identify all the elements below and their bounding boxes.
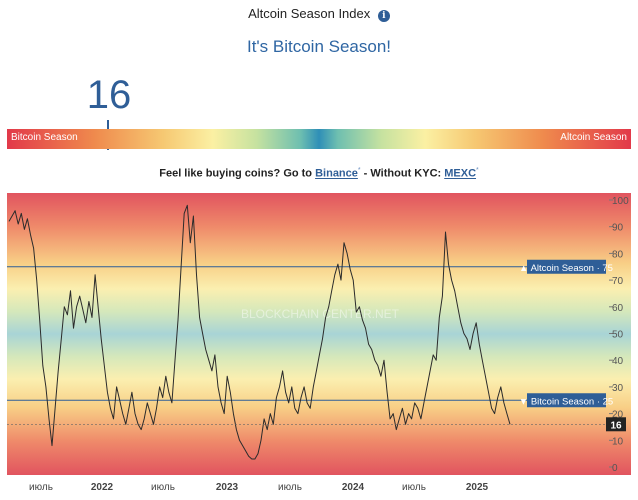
page-title: Altcoin Season Index i xyxy=(0,6,638,22)
season-gauge-bar: Bitcoin Season Altcoin Season xyxy=(7,129,631,149)
binance-link-mark: * xyxy=(357,167,361,174)
promo-middle: - Without KYC: xyxy=(360,167,445,180)
season-headline: It's Bitcoin Season! xyxy=(246,37,392,56)
mexc-link[interactable]: MEXC xyxy=(444,167,477,180)
current-value-label: 16 xyxy=(610,420,622,431)
chart-watermark: BLOCKCHAIN CENTER.NET xyxy=(241,307,400,321)
x-tick-label: 2022 xyxy=(91,482,114,493)
y-tick-label: 40 xyxy=(612,356,624,367)
y-tick-label: 60 xyxy=(612,303,624,314)
y-tick-label: 10 xyxy=(612,436,624,447)
binance-link[interactable]: Binance xyxy=(315,167,358,180)
gauge-label-altcoin: Altcoin Season xyxy=(560,132,627,143)
current-index-value: 16 xyxy=(86,73,132,117)
y-tick-label: 80 xyxy=(612,249,624,260)
x-tick-label: июль xyxy=(151,482,175,493)
series-line xyxy=(8,204,511,460)
gauge-label-bitcoin: Bitcoin Season xyxy=(11,132,78,143)
current-value-badge xyxy=(606,417,626,432)
y-tick-label: 90 xyxy=(612,223,624,234)
reference-line-label: ▼ Bitcoin Season · 25 xyxy=(519,396,613,407)
y-tick-label: 100 xyxy=(612,196,629,207)
info-icon[interactable]: i xyxy=(377,10,390,22)
x-tick-label: июль xyxy=(402,482,426,493)
x-tick-label: 2025 xyxy=(466,482,489,493)
y-tick-label: 0 xyxy=(612,463,618,474)
mexc-link-mark: * xyxy=(476,167,479,174)
reference-line-label: ▲ Altcoin Season · 75 xyxy=(519,263,613,274)
altcoin-index-chart: BLOCKCHAIN CENTER.NET 0 10 20 30 40 50 60 70 80 9… xyxy=(7,193,631,493)
x-tick-label: июль xyxy=(278,482,302,493)
x-tick-label: 2023 xyxy=(216,482,239,493)
plot-background xyxy=(7,193,631,475)
y-tick-label: 20 xyxy=(612,410,624,421)
page-title-text: Altcoin Season Index xyxy=(248,6,371,21)
reference-line-badge xyxy=(527,393,606,408)
x-tick-label: 2024 xyxy=(342,482,365,493)
y-tick-label: 30 xyxy=(612,383,624,394)
promo-line: Feel like buying coins? Go to Binance* -… xyxy=(0,167,638,180)
y-tick-label: 50 xyxy=(612,330,624,341)
x-tick-label: июль xyxy=(29,482,53,493)
y-tick-label: 70 xyxy=(612,276,624,287)
reference-line-badge xyxy=(527,259,606,274)
promo-prefix: Feel like buying coins? Go to xyxy=(159,167,316,180)
